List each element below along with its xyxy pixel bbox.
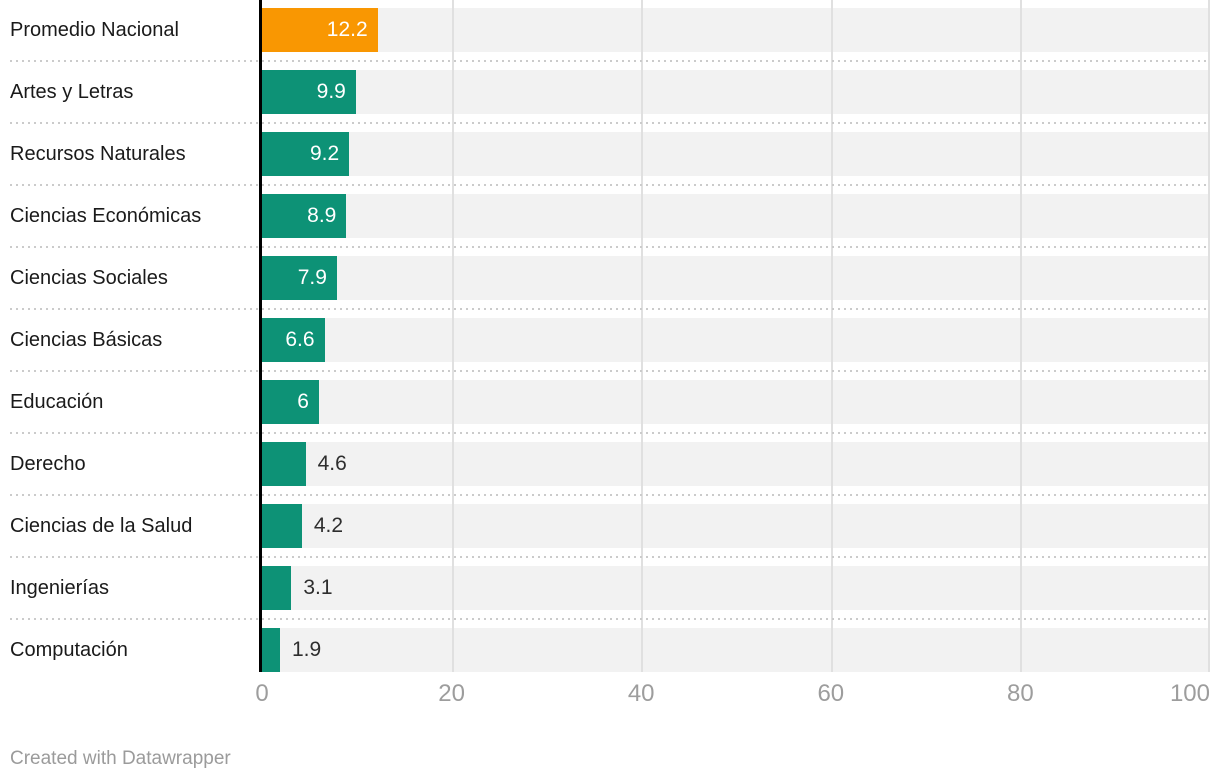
datawrapper-credit: Created with Datawrapper <box>10 748 231 769</box>
bar-track: 8.9 <box>262 194 1210 238</box>
row-label: Computación <box>10 638 128 661</box>
row-label: Artes y Letras <box>10 80 134 103</box>
bar: 9.9 <box>262 70 356 114</box>
chart-row: Recursos Naturales 9.2 <box>0 132 1220 186</box>
bar-value-label: 9.2 <box>310 142 340 165</box>
row-label: Ciencias de la Salud <box>10 514 193 537</box>
row-label: Promedio Nacional <box>10 18 179 41</box>
chart-row: Ingenierías 3.1 <box>0 566 1220 620</box>
bar-value-label: 4.2 <box>313 514 344 537</box>
bar <box>262 504 302 548</box>
bar-value-label: 1.9 <box>292 638 322 661</box>
x-axis-tick-label: 40 <box>627 680 655 707</box>
bar-track: 9.9 <box>262 70 1210 114</box>
chart-row: Educación 6 <box>0 380 1220 434</box>
chart-row: Ciencias Económicas 8.9 <box>0 194 1220 248</box>
row-label: Ciencias Económicas <box>10 204 202 227</box>
bar <box>262 442 306 486</box>
bar-value-label: 4.6 <box>317 452 347 475</box>
bar: 7.9 <box>262 256 337 300</box>
bar <box>262 566 292 610</box>
bar-track: 4.2 <box>262 504 1210 548</box>
chart-row: Ciencias de la Salud 4.2 <box>0 504 1220 558</box>
x-axis-tick-label: 20 <box>438 680 465 707</box>
bar-track: 6.6 <box>262 318 1210 362</box>
bar-track: 6 <box>262 380 1210 424</box>
x-axis-tick-label: 0 <box>255 680 269 707</box>
bar-track: 1.9 <box>262 628 1210 672</box>
row-label: Ciencias Básicas <box>10 328 163 351</box>
bar: 6 <box>262 380 319 424</box>
chart-row: Ciencias Sociales 7.9 <box>0 256 1220 310</box>
highlight-bar: 12.2 <box>262 8 378 52</box>
chart-row: Computación 1.9 <box>0 628 1220 672</box>
bar-value-label: 3.1 <box>303 576 333 599</box>
row-label: Derecho <box>10 452 86 475</box>
bar-track: 7.9 <box>262 256 1210 300</box>
x-axis-tick-label: 100 <box>1169 680 1210 707</box>
row-label: Educación <box>10 390 104 413</box>
bar <box>262 628 280 672</box>
bar: 8.9 <box>262 194 347 238</box>
x-axis-tick-label: 80 <box>1007 680 1034 707</box>
bar: 6.6 <box>262 318 325 362</box>
bar-value-label: 7.9 <box>297 266 327 289</box>
x-axis: 0 20 40 60 80 100 <box>0 672 1220 718</box>
chart-row: Derecho 4.6 <box>0 442 1220 496</box>
bar-value-label: 12.2 <box>326 18 368 41</box>
bar-track: 9.2 <box>262 132 1210 176</box>
row-label: Ingenierías <box>10 576 109 599</box>
bar-track: 12.2 <box>262 8 1210 52</box>
chart-rows: Promedio Nacional 12.2 Artes y Letras 9.9 Re… <box>0 0 1220 672</box>
bar-value-label: 6.6 <box>285 328 315 351</box>
bar-track: 4.6 <box>262 442 1210 486</box>
bar: 9.2 <box>262 132 350 176</box>
bar-value-label: 9.9 <box>316 80 346 103</box>
bar-value-label: 8.9 <box>307 204 337 227</box>
chart-row: Ciencias Básicas 6.6 <box>0 318 1220 372</box>
bar-track: 3.1 <box>262 566 1210 610</box>
chart-row: Artes y Letras 9.9 <box>0 70 1220 124</box>
row-label: Recursos Naturales <box>10 142 186 165</box>
bar-value-label: 6 <box>297 390 309 413</box>
y-axis-line <box>259 0 262 672</box>
chart-row: Promedio Nacional 12.2 <box>0 8 1220 62</box>
row-label: Ciencias Sociales <box>10 266 168 289</box>
x-axis-tick-label: 60 <box>817 680 845 707</box>
